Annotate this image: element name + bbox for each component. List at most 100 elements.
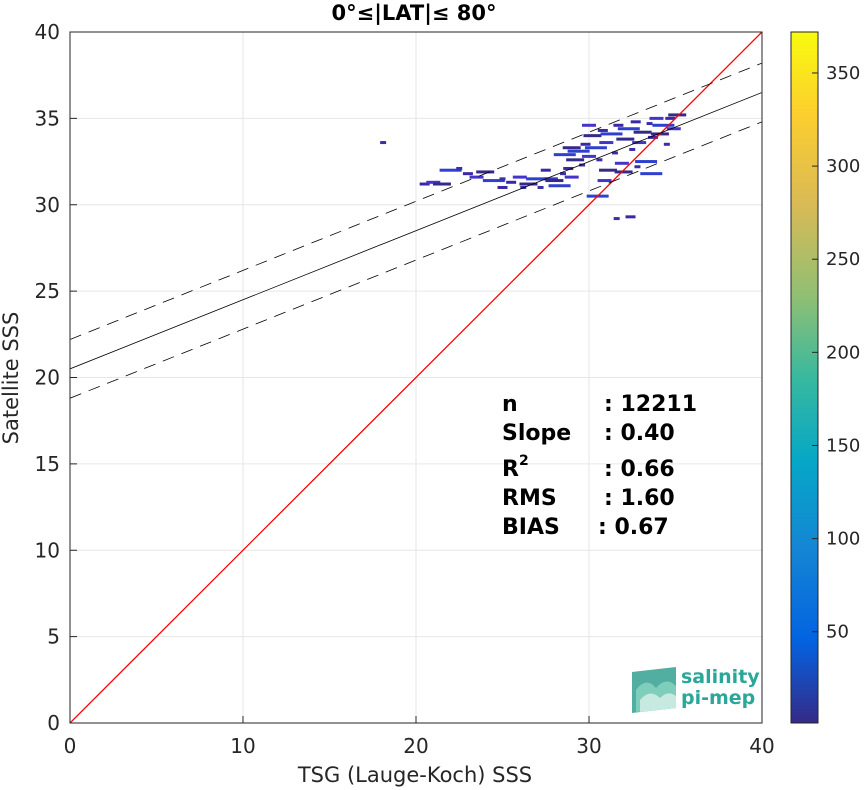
density-point (599, 141, 614, 145)
colorbar-tick-label: 200 (826, 342, 860, 363)
density-points (380, 113, 687, 221)
logo-line2: pi-mep (681, 687, 755, 709)
colorbar-tick-label: 100 (826, 529, 860, 550)
density-point (635, 160, 658, 164)
density-point (666, 127, 681, 131)
density-point (668, 113, 687, 117)
colorbar-tick-label: 150 (826, 435, 860, 456)
density-point (432, 182, 451, 186)
y-tick-label: 10 (35, 538, 60, 562)
stat-slope-label: Slope (502, 421, 571, 446)
x-tick-label: 40 (749, 734, 774, 758)
density-point (548, 184, 571, 188)
density-point (564, 175, 579, 179)
confidence-line (70, 121, 762, 399)
density-point (597, 179, 612, 183)
density-point (613, 217, 620, 221)
density-point (614, 170, 633, 174)
stat-slope-value: : 0.40 (604, 421, 675, 446)
stat-n-value: : 12211 (604, 392, 697, 417)
density-point (625, 215, 636, 219)
density-point (456, 166, 463, 170)
x-axis-label: TSG (Lauge-Koch) SSS (297, 763, 532, 787)
logo-line1: salinity (681, 666, 760, 688)
density-point (597, 128, 608, 132)
fit-lines (70, 32, 762, 723)
colorbar-tick-label: 300 (826, 156, 860, 177)
y-axis-ticks: 0 5 10 15 20 25 30 35 40 (35, 20, 77, 735)
density-point (652, 123, 675, 127)
chart-title: 0°≤|LAT|≤ 80° (331, 1, 496, 26)
density-point (499, 177, 506, 181)
density-point (599, 168, 618, 172)
salinity-pimep-logo: salinity pi-mep (632, 666, 760, 713)
density-point (506, 180, 517, 184)
density-point (648, 135, 659, 139)
density-point (617, 127, 640, 131)
density-point (580, 142, 591, 146)
density-point (649, 116, 664, 120)
density-point (613, 123, 624, 127)
x-axis-ticks: 0 10 20 30 40 (64, 716, 775, 758)
density-point (526, 177, 549, 181)
density-point (566, 158, 585, 162)
density-point (614, 161, 629, 165)
density-point (482, 179, 505, 183)
y-tick-label: 35 (35, 106, 60, 130)
y-tick-label: 15 (35, 452, 60, 476)
y-tick-label: 20 (35, 366, 60, 390)
density-point (563, 166, 574, 170)
density-point (476, 170, 495, 174)
x-tick-label: 10 (230, 734, 255, 758)
x-tick-label: 30 (576, 734, 601, 758)
density-point (640, 172, 663, 176)
density-point (519, 182, 538, 186)
colorbar-ticks: 50 100 150 200 250 300 350 (812, 63, 860, 643)
density-point (469, 175, 484, 179)
density-point (560, 172, 567, 176)
stat-r2-superscript: 2 (519, 453, 529, 469)
density-point (629, 147, 636, 151)
stat-rms-value: : 1.60 (604, 486, 675, 511)
density-point (553, 153, 576, 157)
stat-bias-value: : 0.67 (598, 515, 669, 540)
density-point (497, 185, 508, 189)
density-point (582, 154, 596, 158)
colorbar (790, 31, 819, 724)
stat-bias-label: BIAS (502, 515, 560, 540)
density-point (426, 180, 441, 184)
density-point (616, 137, 635, 141)
x-tick-label: 20 (403, 734, 428, 758)
y-tick-label: 30 (35, 193, 60, 217)
colorbar-tick-label: 250 (826, 249, 860, 270)
density-point (665, 116, 676, 120)
stats-block: n : 12211 Slope : 0.40 R 2 : 0.66 RMS : … (502, 392, 697, 540)
stat-rms-label: RMS (502, 486, 557, 511)
density-point (545, 179, 564, 183)
density-point (380, 141, 387, 145)
density-point (596, 158, 603, 162)
density-point (562, 146, 581, 150)
y-tick-label: 25 (35, 279, 60, 303)
density-point (540, 168, 551, 172)
density-point (634, 165, 641, 169)
density-point (630, 120, 641, 124)
density-point (419, 182, 430, 186)
regression-line (70, 92, 762, 370)
identity-line (70, 32, 762, 723)
colorbar-tick-label: 50 (826, 622, 849, 643)
density-point (582, 123, 596, 127)
y-tick-label: 0 (47, 711, 60, 735)
density-point (583, 134, 602, 138)
density-point (600, 132, 623, 136)
density-point (633, 130, 652, 134)
y-axis-label: Satellite SSS (0, 312, 23, 445)
colorbar-tick-label: 350 (826, 63, 860, 84)
y-tick-label: 5 (47, 625, 60, 649)
stat-r2-value: : 0.66 (604, 457, 675, 482)
density-point (512, 175, 527, 179)
density-point (567, 149, 590, 153)
density-point (663, 142, 670, 146)
stat-r2-label: R (502, 457, 519, 482)
